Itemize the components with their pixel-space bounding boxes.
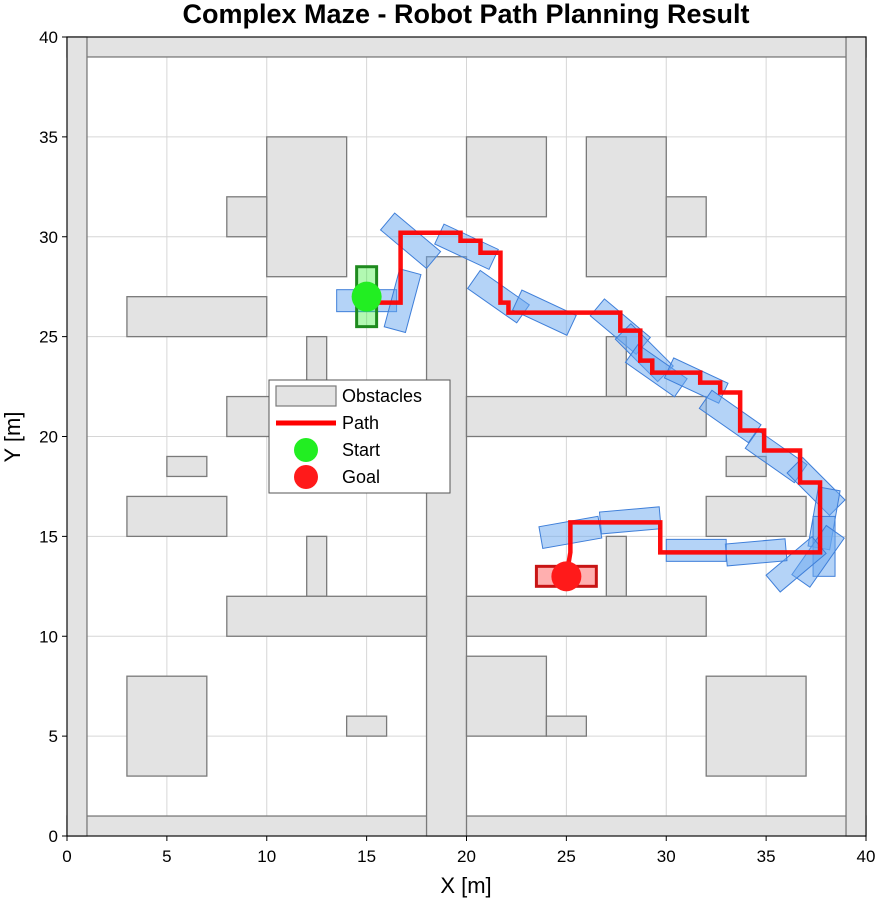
- path-layer: [366, 230, 823, 577]
- x-axis-label: X [m]: [440, 873, 491, 898]
- obstacle: [306, 535, 328, 597]
- obstacle: [166, 455, 208, 478]
- legend-obstacle-swatch: [275, 385, 337, 407]
- obstacle: [425, 256, 468, 837]
- path-line: [366, 230, 823, 577]
- y-tick-label: 5: [49, 727, 58, 746]
- y-tick-label: 15: [39, 527, 58, 546]
- legend-goal-swatch: [294, 465, 318, 489]
- obstacle: [126, 296, 268, 338]
- x-tick-label: 5: [162, 847, 171, 866]
- y-tick-label: 20: [39, 428, 58, 447]
- y-tick-label: 0: [49, 827, 58, 846]
- obstacle: [66, 36, 88, 837]
- obstacle: [266, 136, 348, 278]
- obstacle: [725, 455, 767, 478]
- x-tick-label: 30: [657, 847, 676, 866]
- obstacle: [665, 296, 847, 338]
- legend-label-obstacles: Obstacles: [342, 386, 422, 406]
- obstacle: [845, 36, 867, 837]
- obstacle: [465, 595, 707, 637]
- x-tick-label: 35: [757, 847, 776, 866]
- y-axis-label: Y [m]: [0, 412, 25, 463]
- obstacle: [226, 595, 428, 637]
- tick-layer: 0 5 10 15 20 25 30 35 40 0 5 10 15 20 25 30 35 40: [39, 28, 875, 866]
- obstacle: [126, 675, 208, 777]
- x-tick-label: 15: [357, 847, 376, 866]
- obstacle: [665, 196, 707, 238]
- obstacle: [705, 675, 807, 777]
- obstacle: [465, 136, 548, 218]
- obstacle: [585, 136, 667, 278]
- obstacle: [226, 196, 268, 238]
- x-tick-label: 40: [857, 847, 876, 866]
- obstacle: [126, 495, 228, 538]
- y-tick-label: 10: [39, 627, 58, 646]
- y-tick-label: 40: [39, 28, 58, 47]
- x-tick-label: 0: [62, 847, 71, 866]
- legend: Obstacles Path Start Goal: [268, 379, 451, 494]
- obstacle: [465, 395, 707, 438]
- legend-label-start: Start: [342, 440, 380, 460]
- legend-label-path: Path: [342, 413, 379, 433]
- legend-label-goal: Goal: [342, 467, 380, 487]
- y-tick-label: 30: [39, 228, 58, 247]
- obstacle: [605, 535, 627, 597]
- start-marker: [351, 281, 382, 312]
- goal-marker: [551, 561, 582, 592]
- chart-title: Complex Maze - Robot Path Planning Resul…: [182, 0, 749, 29]
- obstacle: [705, 495, 807, 538]
- marker-layer: [351, 265, 598, 592]
- y-tick-label: 25: [39, 328, 58, 347]
- x-tick-label: 20: [457, 847, 476, 866]
- obstacle: [465, 655, 548, 737]
- x-tick-label: 25: [557, 847, 576, 866]
- obstacle: [66, 36, 867, 58]
- obstacle: [545, 715, 588, 737]
- x-tick-label: 10: [257, 847, 276, 866]
- obstacle: [345, 715, 388, 737]
- legend-start-swatch: [294, 438, 318, 462]
- y-tick-label: 35: [39, 128, 58, 147]
